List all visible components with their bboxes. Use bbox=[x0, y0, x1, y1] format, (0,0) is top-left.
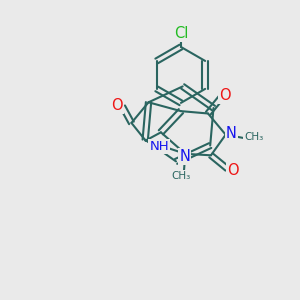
Text: N: N bbox=[179, 149, 190, 164]
Text: O: O bbox=[112, 98, 123, 113]
Text: N: N bbox=[226, 126, 237, 141]
Text: O: O bbox=[219, 88, 231, 103]
Text: NH: NH bbox=[149, 140, 169, 153]
Text: Cl: Cl bbox=[174, 26, 188, 41]
Text: O: O bbox=[226, 163, 238, 178]
Text: CH₃: CH₃ bbox=[171, 171, 190, 181]
Text: CH₃: CH₃ bbox=[244, 132, 263, 142]
